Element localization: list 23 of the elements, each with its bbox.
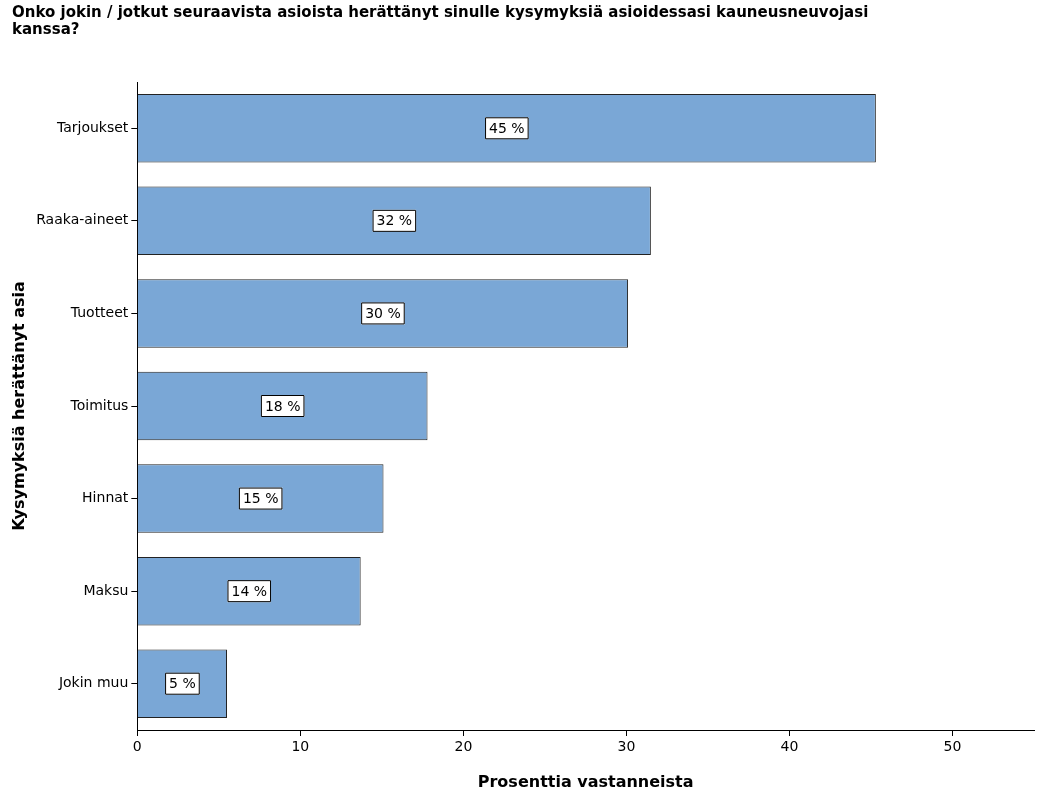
y-tick-label: Toimitus [69, 396, 129, 413]
x-tick-label: 20 [454, 738, 473, 755]
x-tick-label: 10 [291, 738, 310, 755]
data-label: 32 % [376, 212, 413, 229]
data-label: 15 % [242, 490, 279, 507]
y-tick-label: Hinnat [82, 489, 129, 506]
data-label: 18 % [264, 397, 301, 414]
chart-title: Onko jokin / jotkut seuraavista asioista herättänyt sinulle kysymyksiä asioidessasi kauneusneuvojasi kanssa? [12, 3, 870, 38]
x-axis-title: Prosenttia vastanneista [477, 771, 694, 791]
x-tick-label: 50 [943, 738, 962, 755]
x-tick-label: 30 [617, 738, 636, 755]
x-tick-label: 0 [132, 738, 142, 755]
data-label: 14 % [231, 582, 268, 599]
data-label: 45 % [489, 119, 525, 136]
x-tick-label: 40 [780, 738, 799, 755]
y-tick-label: Jokin muu [57, 674, 129, 691]
data-label: 5 % [169, 675, 196, 692]
y-axis-title: Kysymyksiä herättänyt asia [8, 281, 28, 531]
y-tick-label: Tuotteet [69, 304, 129, 321]
y-tick-label: Tarjoukset [55, 118, 129, 135]
y-tick-label: Maksu [83, 581, 129, 598]
data-label: 30 % [365, 305, 401, 322]
y-tick-label: Raaka-aineet [36, 211, 129, 228]
